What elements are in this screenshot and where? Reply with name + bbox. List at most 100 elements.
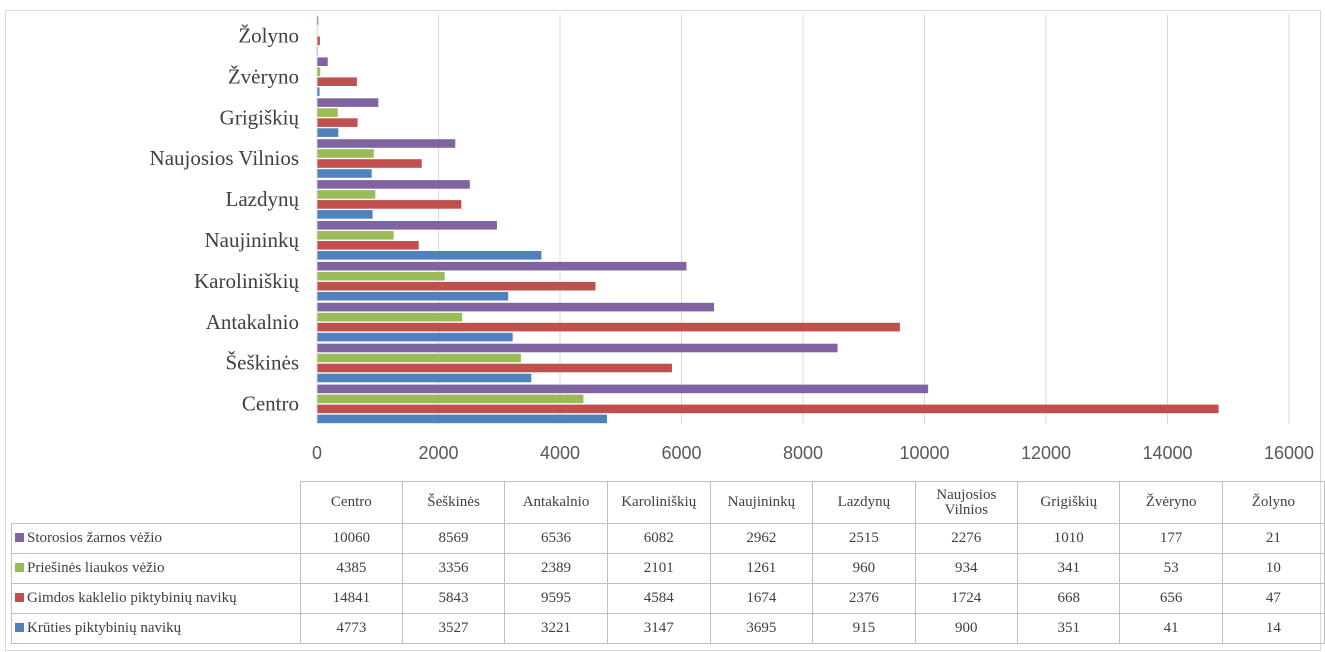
table-header-naujosios-vilnios: Naujosios Vilnios bbox=[914, 481, 1019, 524]
table-cell-naujosios-vilnios: 2276 bbox=[914, 523, 1019, 554]
legend-label: Gimdos kaklelio piktybinių navikų bbox=[27, 590, 237, 606]
table-header-seskines: Šeškinės bbox=[401, 481, 506, 524]
category-labels: Centro Šeškinės Antakalnio Karoliniškių Nauj… bbox=[150, 23, 300, 415]
table-cell-seskines: 8569 bbox=[401, 523, 506, 554]
x-tick-label-16000: 16000 bbox=[1264, 443, 1314, 463]
table-header-naujininku: Naujininkų bbox=[709, 481, 814, 524]
legend-label: Storosios žarnos vėžio bbox=[27, 530, 162, 546]
table-cell-grigiskiu: 1010 bbox=[1017, 523, 1121, 554]
bar-zveryno-gimdos-kaklelio-piktybiniu-naviku bbox=[317, 77, 357, 86]
table-cell-seskines: 5843 bbox=[401, 583, 506, 614]
bars bbox=[317, 16, 1219, 424]
table-cell-lazdynu: 2515 bbox=[812, 523, 916, 554]
bar-naujosios-vilnios-kruties-piktybiniu-naviku bbox=[317, 169, 372, 178]
table-cell-zveryno: 41 bbox=[1119, 613, 1223, 644]
bar-naujininku-priesines-liaukos-vezio bbox=[317, 231, 394, 240]
category-label-zveryno: Žvėryno bbox=[228, 64, 299, 88]
legend-swatch bbox=[15, 593, 24, 602]
table-cell-zolyno: 14 bbox=[1221, 613, 1325, 644]
table-cell-antakalnio: 6536 bbox=[504, 523, 608, 554]
legend-swatch bbox=[15, 563, 24, 572]
bar-antakalnio-priesines-liaukos-vezio bbox=[317, 312, 463, 322]
bar-naujosios-vilnios-priesines-liaukos-vezio bbox=[317, 149, 374, 158]
legend-swatch bbox=[15, 533, 24, 542]
bar-grigiskiu-gimdos-kaklelio-piktybiniu-naviku bbox=[317, 118, 358, 127]
bar-naujosios-vilnios-storosios-zarnos-vezio bbox=[317, 139, 456, 148]
bar-centro-gimdos-kaklelio-piktybiniu-naviku bbox=[317, 404, 1219, 414]
table-header-zolyno: Žolyno bbox=[1221, 481, 1325, 524]
category-label-lazdynu: Lazdynų bbox=[226, 187, 300, 211]
x-tick-label-2000: 2000 bbox=[418, 443, 458, 463]
bar-lazdynu-kruties-piktybiniu-naviku bbox=[317, 210, 373, 219]
table-header-antakalnio: Antakalnio bbox=[504, 481, 608, 524]
legend-label: Krūties piktybinių navikų bbox=[27, 620, 182, 636]
bar-karoliniskiu-storosios-zarnos-vezio bbox=[317, 261, 687, 271]
table-cell-zveryno: 656 bbox=[1119, 583, 1223, 614]
table-header-lazdynu: Lazdynų bbox=[812, 481, 916, 524]
table-cell-lazdynu: 915 bbox=[812, 613, 916, 644]
legend-label: Priešinės liaukos vėžio bbox=[27, 560, 165, 576]
bar-karoliniskiu-gimdos-kaklelio-piktybiniu-naviku bbox=[317, 281, 596, 291]
table-cell-centro: 10060 bbox=[299, 523, 403, 554]
table-cell-naujininku: 1261 bbox=[709, 553, 814, 584]
legend-entry-kruties-piktybiniu-naviku: Krūties piktybinių navikų bbox=[11, 613, 301, 644]
bar-zveryno-kruties-piktybiniu-naviku bbox=[317, 87, 320, 96]
table-header-zveryno: Žvėryno bbox=[1119, 481, 1223, 524]
table-cell-naujininku: 3695 bbox=[709, 613, 814, 644]
bar-naujininku-gimdos-kaklelio-piktybiniu-naviku bbox=[317, 241, 419, 250]
x-tick-label-10000: 10000 bbox=[899, 443, 949, 463]
category-label-antakalnio: Antakalnio bbox=[206, 310, 299, 334]
bar-lazdynu-gimdos-kaklelio-piktybiniu-naviku bbox=[317, 200, 462, 209]
bar-grigiskiu-priesines-liaukos-vezio bbox=[317, 108, 338, 117]
category-label-seskines: Šeškinės bbox=[226, 351, 300, 375]
table-row-storosios-zarnos-vezio: Storosios žarnos vėžio 10060 8569 6536 6082 2… bbox=[11, 523, 1325, 554]
table-cell-karoliniskiu: 4584 bbox=[606, 583, 711, 614]
table-cell-centro: 4385 bbox=[299, 553, 403, 584]
table-cell-centro: 14841 bbox=[299, 583, 403, 614]
bar-centro-kruties-piktybiniu-naviku bbox=[317, 414, 607, 424]
bar-lazdynu-storosios-zarnos-vezio bbox=[317, 180, 470, 189]
bar-karoliniskiu-priesines-liaukos-vezio bbox=[317, 271, 445, 281]
table-cell-naujininku: 1674 bbox=[709, 583, 814, 614]
category-label-zolyno: Žolyno bbox=[238, 23, 299, 47]
bar-seskines-priesines-liaukos-vezio bbox=[317, 353, 521, 363]
table-cell-grigiskiu: 668 bbox=[1017, 583, 1121, 614]
table-header-centro: Centro bbox=[299, 481, 403, 524]
bar-antakalnio-storosios-zarnos-vezio bbox=[317, 302, 715, 312]
bar-chart: Centro Šeškinės Antakalnio Karoliniškių Nauj… bbox=[150, 14, 1314, 463]
bar-lazdynu-priesines-liaukos-vezio bbox=[317, 190, 376, 199]
table-corner bbox=[11, 481, 301, 524]
x-axis-ticks: 0 2000 4000 6000 8000 10000 12000 14000 16000 bbox=[312, 443, 1314, 463]
table-cell-grigiskiu: 341 bbox=[1017, 553, 1121, 584]
table-cell-centro: 4773 bbox=[299, 613, 403, 644]
table-cell-zolyno: 21 bbox=[1221, 523, 1325, 554]
bar-zveryno-priesines-liaukos-vezio bbox=[317, 67, 321, 76]
bar-grigiskiu-storosios-zarnos-vezio bbox=[317, 98, 379, 107]
legend-entry-priesines-liaukos-vezio: Priešinės liaukos vėžio bbox=[11, 553, 301, 584]
category-label-centro: Centro bbox=[242, 392, 299, 416]
table-cell-antakalnio: 2389 bbox=[504, 553, 608, 584]
x-tick-label-12000: 12000 bbox=[1021, 443, 1071, 463]
table-cell-zveryno: 177 bbox=[1119, 523, 1223, 554]
table-cell-karoliniskiu: 6082 bbox=[606, 523, 711, 554]
category-label-naujosios-vilnios: Naujosios Vilnios bbox=[150, 146, 299, 170]
x-tick-label-4000: 4000 bbox=[540, 443, 580, 463]
table-cell-naujosios-vilnios: 1724 bbox=[914, 583, 1019, 614]
bar-seskines-storosios-zarnos-vezio bbox=[317, 343, 838, 353]
bar-centro-priesines-liaukos-vezio bbox=[317, 394, 584, 404]
bar-naujininku-storosios-zarnos-vezio bbox=[317, 221, 497, 230]
legend-entry-gimdos-kaklelio-piktybiniu-naviku: Gimdos kaklelio piktybinių navikų bbox=[11, 583, 301, 614]
table-cell-lazdynu: 2376 bbox=[812, 583, 916, 614]
x-tick-label-14000: 14000 bbox=[1142, 443, 1192, 463]
table-cell-seskines: 3356 bbox=[401, 553, 506, 584]
table-cell-naujosios-vilnios: 934 bbox=[914, 553, 1019, 584]
bar-seskines-kruties-piktybiniu-naviku bbox=[317, 373, 532, 383]
table-cell-antakalnio: 3221 bbox=[504, 613, 608, 644]
bar-zolyno-gimdos-kaklelio-piktybiniu-naviku bbox=[317, 36, 320, 46]
table-cell-seskines: 3527 bbox=[401, 613, 506, 644]
bar-grigiskiu-kruties-piktybiniu-naviku bbox=[317, 128, 339, 137]
bar-antakalnio-kruties-piktybiniu-naviku bbox=[317, 332, 513, 342]
bar-naujininku-kruties-piktybiniu-naviku bbox=[317, 251, 542, 260]
table-cell-naujininku: 2962 bbox=[709, 523, 814, 554]
table-header-grigiskiu: Grigiškių bbox=[1017, 481, 1121, 524]
